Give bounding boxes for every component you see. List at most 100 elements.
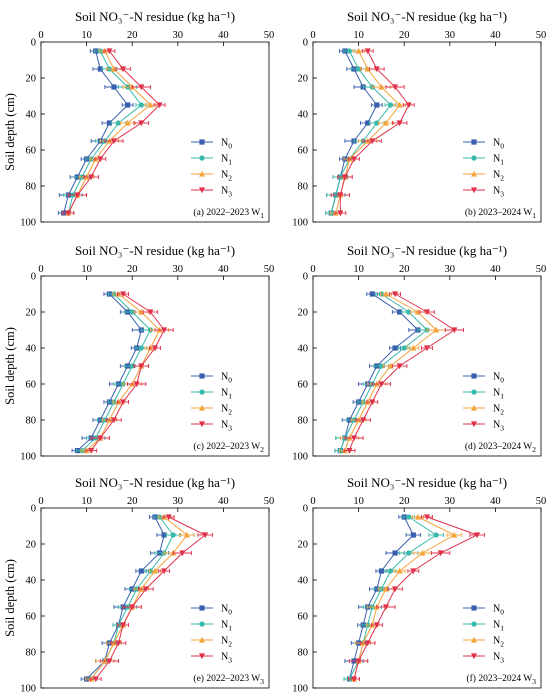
legend-label: N0: [221, 604, 232, 617]
series-line: [86, 516, 165, 680]
legend-marker: [199, 636, 205, 643]
legend-label: N0: [493, 372, 504, 385]
legend-label: N0: [493, 604, 504, 617]
data-point: [382, 119, 389, 126]
series-n1: [343, 514, 444, 682]
data-point: [373, 66, 380, 73]
legend-item-n0: N0: [463, 138, 504, 151]
legend-label: N1: [493, 388, 504, 401]
data-point: [152, 567, 158, 574]
data-point: [369, 138, 376, 145]
legend-item-n1: N1: [463, 620, 504, 633]
legend-label: N1: [221, 154, 232, 167]
series-n0: [57, 48, 134, 216]
legend-marker: [471, 653, 477, 660]
data-point: [355, 47, 362, 54]
series-line: [90, 516, 188, 680]
data-point: [396, 101, 403, 108]
x-tick-label: 40: [490, 264, 501, 275]
legend-label: N3: [221, 186, 232, 199]
legend-label: N1: [493, 154, 504, 167]
data-point: [392, 84, 399, 91]
series-n0: [325, 48, 383, 216]
legend-label: N3: [493, 186, 504, 199]
legend-label: N0: [493, 138, 504, 151]
x-axis-title: Soil NO₃⁻-N residue (kg ha⁻¹): [347, 243, 507, 258]
x-axis-title: Soil NO₃⁻-N residue (kg ha⁻¹): [347, 9, 507, 24]
data-point: [129, 363, 135, 369]
x-tick-label: 0: [310, 264, 315, 275]
y-tick-label: 100: [292, 684, 308, 695]
x-tick-label: 40: [490, 496, 501, 507]
data-point: [74, 192, 81, 199]
x-tick-label: 20: [399, 496, 410, 507]
panel-label: (b) 2023–2024 W1: [465, 207, 536, 220]
data-point: [110, 138, 117, 145]
series-n1: [85, 514, 181, 682]
legend-label: N2: [493, 170, 504, 183]
data-point: [414, 513, 421, 520]
data-point: [351, 676, 358, 683]
plot-frame: [40, 275, 270, 457]
legend-label: N0: [221, 138, 232, 151]
data-point: [424, 514, 430, 521]
legend-item-n1: N1: [191, 388, 232, 401]
data-point: [106, 120, 112, 126]
x-tick-label: 0: [310, 30, 315, 41]
x-tick-label: 20: [127, 30, 138, 41]
series-line: [67, 50, 143, 214]
data-point: [92, 676, 99, 683]
data-point: [378, 83, 385, 90]
data-point: [125, 102, 131, 108]
legend-item-n0: N0: [191, 138, 232, 151]
legend-marker: [199, 155, 205, 161]
data-point: [365, 120, 371, 126]
series-line: [353, 516, 479, 680]
y-tick-label: 60: [298, 146, 309, 157]
legend-item-n0: N0: [463, 604, 504, 617]
series-line: [339, 293, 428, 451]
series-line: [353, 516, 456, 680]
y-tick-label: 20: [26, 308, 37, 319]
data-point: [156, 102, 163, 109]
data-point: [406, 309, 412, 315]
y-tick-label: 20: [26, 540, 37, 551]
data-point: [364, 48, 371, 55]
x-tick-label: 50: [264, 264, 275, 275]
legend-marker: [471, 170, 477, 177]
legend-label: N3: [221, 420, 232, 433]
x-tick-label: 10: [353, 264, 364, 275]
legend-item-n2: N2: [463, 636, 504, 649]
legend-label: N1: [221, 388, 232, 401]
data-point: [147, 309, 154, 316]
legend-item-n1: N1: [463, 154, 504, 167]
data-point: [392, 291, 399, 298]
chart-panel-2: Soil NO₃⁻-N residue (kg ha⁻¹) 0 10 20 30 40 50…: [292, 9, 546, 229]
data-point: [138, 345, 144, 351]
data-point: [179, 550, 186, 557]
y-tick-label: 80: [26, 648, 37, 659]
data-point: [97, 435, 104, 442]
series-line: [63, 50, 129, 214]
y-tick-label: 60: [26, 612, 37, 623]
y-tick-label: 40: [26, 576, 37, 587]
legend-label: N2: [221, 404, 232, 417]
series-n2: [338, 290, 446, 454]
data-point: [410, 344, 417, 351]
series-line: [86, 293, 161, 451]
data-point: [410, 568, 417, 575]
plot-frame: [312, 275, 542, 457]
series-line: [349, 293, 456, 451]
data-point: [106, 48, 113, 55]
series-line: [339, 293, 419, 451]
data-point: [161, 532, 167, 538]
legend-item-n0: N0: [191, 372, 232, 385]
data-point: [387, 102, 394, 108]
data-point: [396, 363, 403, 370]
legend-marker: [199, 653, 205, 660]
x-axis-title: Soil NO₃⁻-N residue (kg ha⁻¹): [75, 9, 235, 24]
data-point: [437, 550, 444, 557]
x-tick-label: 10: [353, 496, 364, 507]
data-point: [152, 345, 158, 352]
